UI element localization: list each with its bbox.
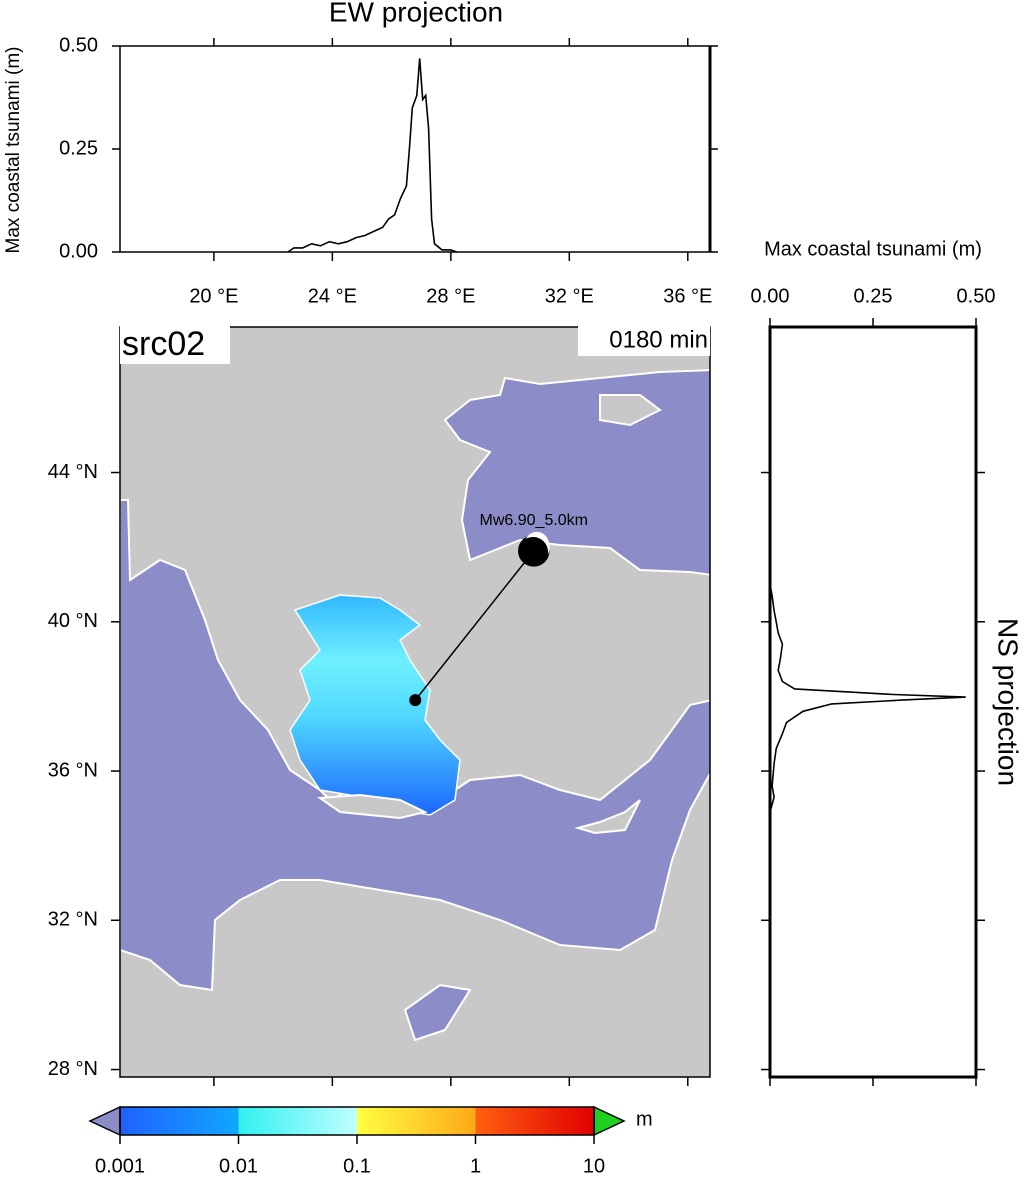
y-tick-label: 40 °N bbox=[48, 610, 98, 632]
ew-line bbox=[287, 58, 458, 253]
cb-segment bbox=[238, 1107, 357, 1135]
time-label: 0180 min bbox=[609, 326, 708, 353]
ew-title: EW projection bbox=[329, 0, 503, 27]
cb-segment bbox=[475, 1107, 594, 1135]
crete bbox=[317, 793, 428, 820]
x-tick-label: 28 °E bbox=[426, 285, 475, 307]
map-frame bbox=[119, 326, 711, 1078]
x-tick-label: 0.25 bbox=[854, 285, 893, 307]
leader-line bbox=[414, 550, 535, 701]
epicenter bbox=[409, 694, 422, 707]
cb-segment bbox=[357, 1107, 476, 1135]
y-tick-label: 28 °N bbox=[48, 1058, 98, 1080]
ns-line bbox=[769, 584, 966, 813]
cb-under bbox=[88, 1105, 121, 1137]
cb-tick-label: 0.1 bbox=[343, 1155, 371, 1177]
x-tick-label: 0.50 bbox=[957, 285, 996, 307]
black-sea bbox=[443, 369, 710, 576]
x-tick-label: 32 °E bbox=[545, 285, 594, 307]
x-tick-label: 36 °E bbox=[663, 285, 712, 307]
cb-tick-label: 0.01 bbox=[219, 1155, 258, 1177]
x-tick-label: 24 °E bbox=[308, 285, 357, 307]
cb-tick-label: 0.001 bbox=[95, 1155, 145, 1177]
time-box bbox=[578, 326, 710, 356]
crimea bbox=[599, 394, 662, 427]
cb-unit: m bbox=[636, 1108, 653, 1130]
islands bbox=[317, 394, 662, 835]
ns-x-label: Max coastal tsunami (m) bbox=[764, 238, 982, 260]
y-tick-label: 44 °N bbox=[48, 461, 98, 483]
x-tick-label: 0.00 bbox=[751, 285, 790, 307]
cb-segment bbox=[120, 1107, 239, 1135]
event-label: Mw6.90_5.0km bbox=[480, 512, 589, 529]
ns-title: NS projection bbox=[993, 618, 1024, 786]
y-tick-label: 32 °N bbox=[48, 909, 98, 931]
mediterranean bbox=[120, 499, 710, 992]
y-tick-label: 0.25 bbox=[59, 137, 98, 159]
ew-y-label: Max coastal tsunami (m) bbox=[3, 47, 24, 254]
map bbox=[120, 327, 710, 1077]
y-tick-label: 0.50 bbox=[59, 34, 98, 56]
ew-frame bbox=[119, 45, 711, 253]
source-label: src02 bbox=[122, 325, 205, 363]
cb-over bbox=[593, 1105, 626, 1137]
lake bbox=[403, 983, 472, 1042]
cb-tick-label: 1 bbox=[470, 1155, 481, 1177]
beachball-dilatation bbox=[525, 531, 550, 555]
cb-tick-label: 10 bbox=[583, 1155, 605, 1177]
x-tick-label: 20 °E bbox=[189, 285, 238, 307]
y-tick-label: 0.00 bbox=[59, 240, 98, 262]
y-tick-label: 36 °N bbox=[48, 759, 98, 781]
tsunami-field bbox=[289, 594, 461, 816]
src-box bbox=[120, 326, 230, 364]
cyprus bbox=[574, 799, 641, 835]
